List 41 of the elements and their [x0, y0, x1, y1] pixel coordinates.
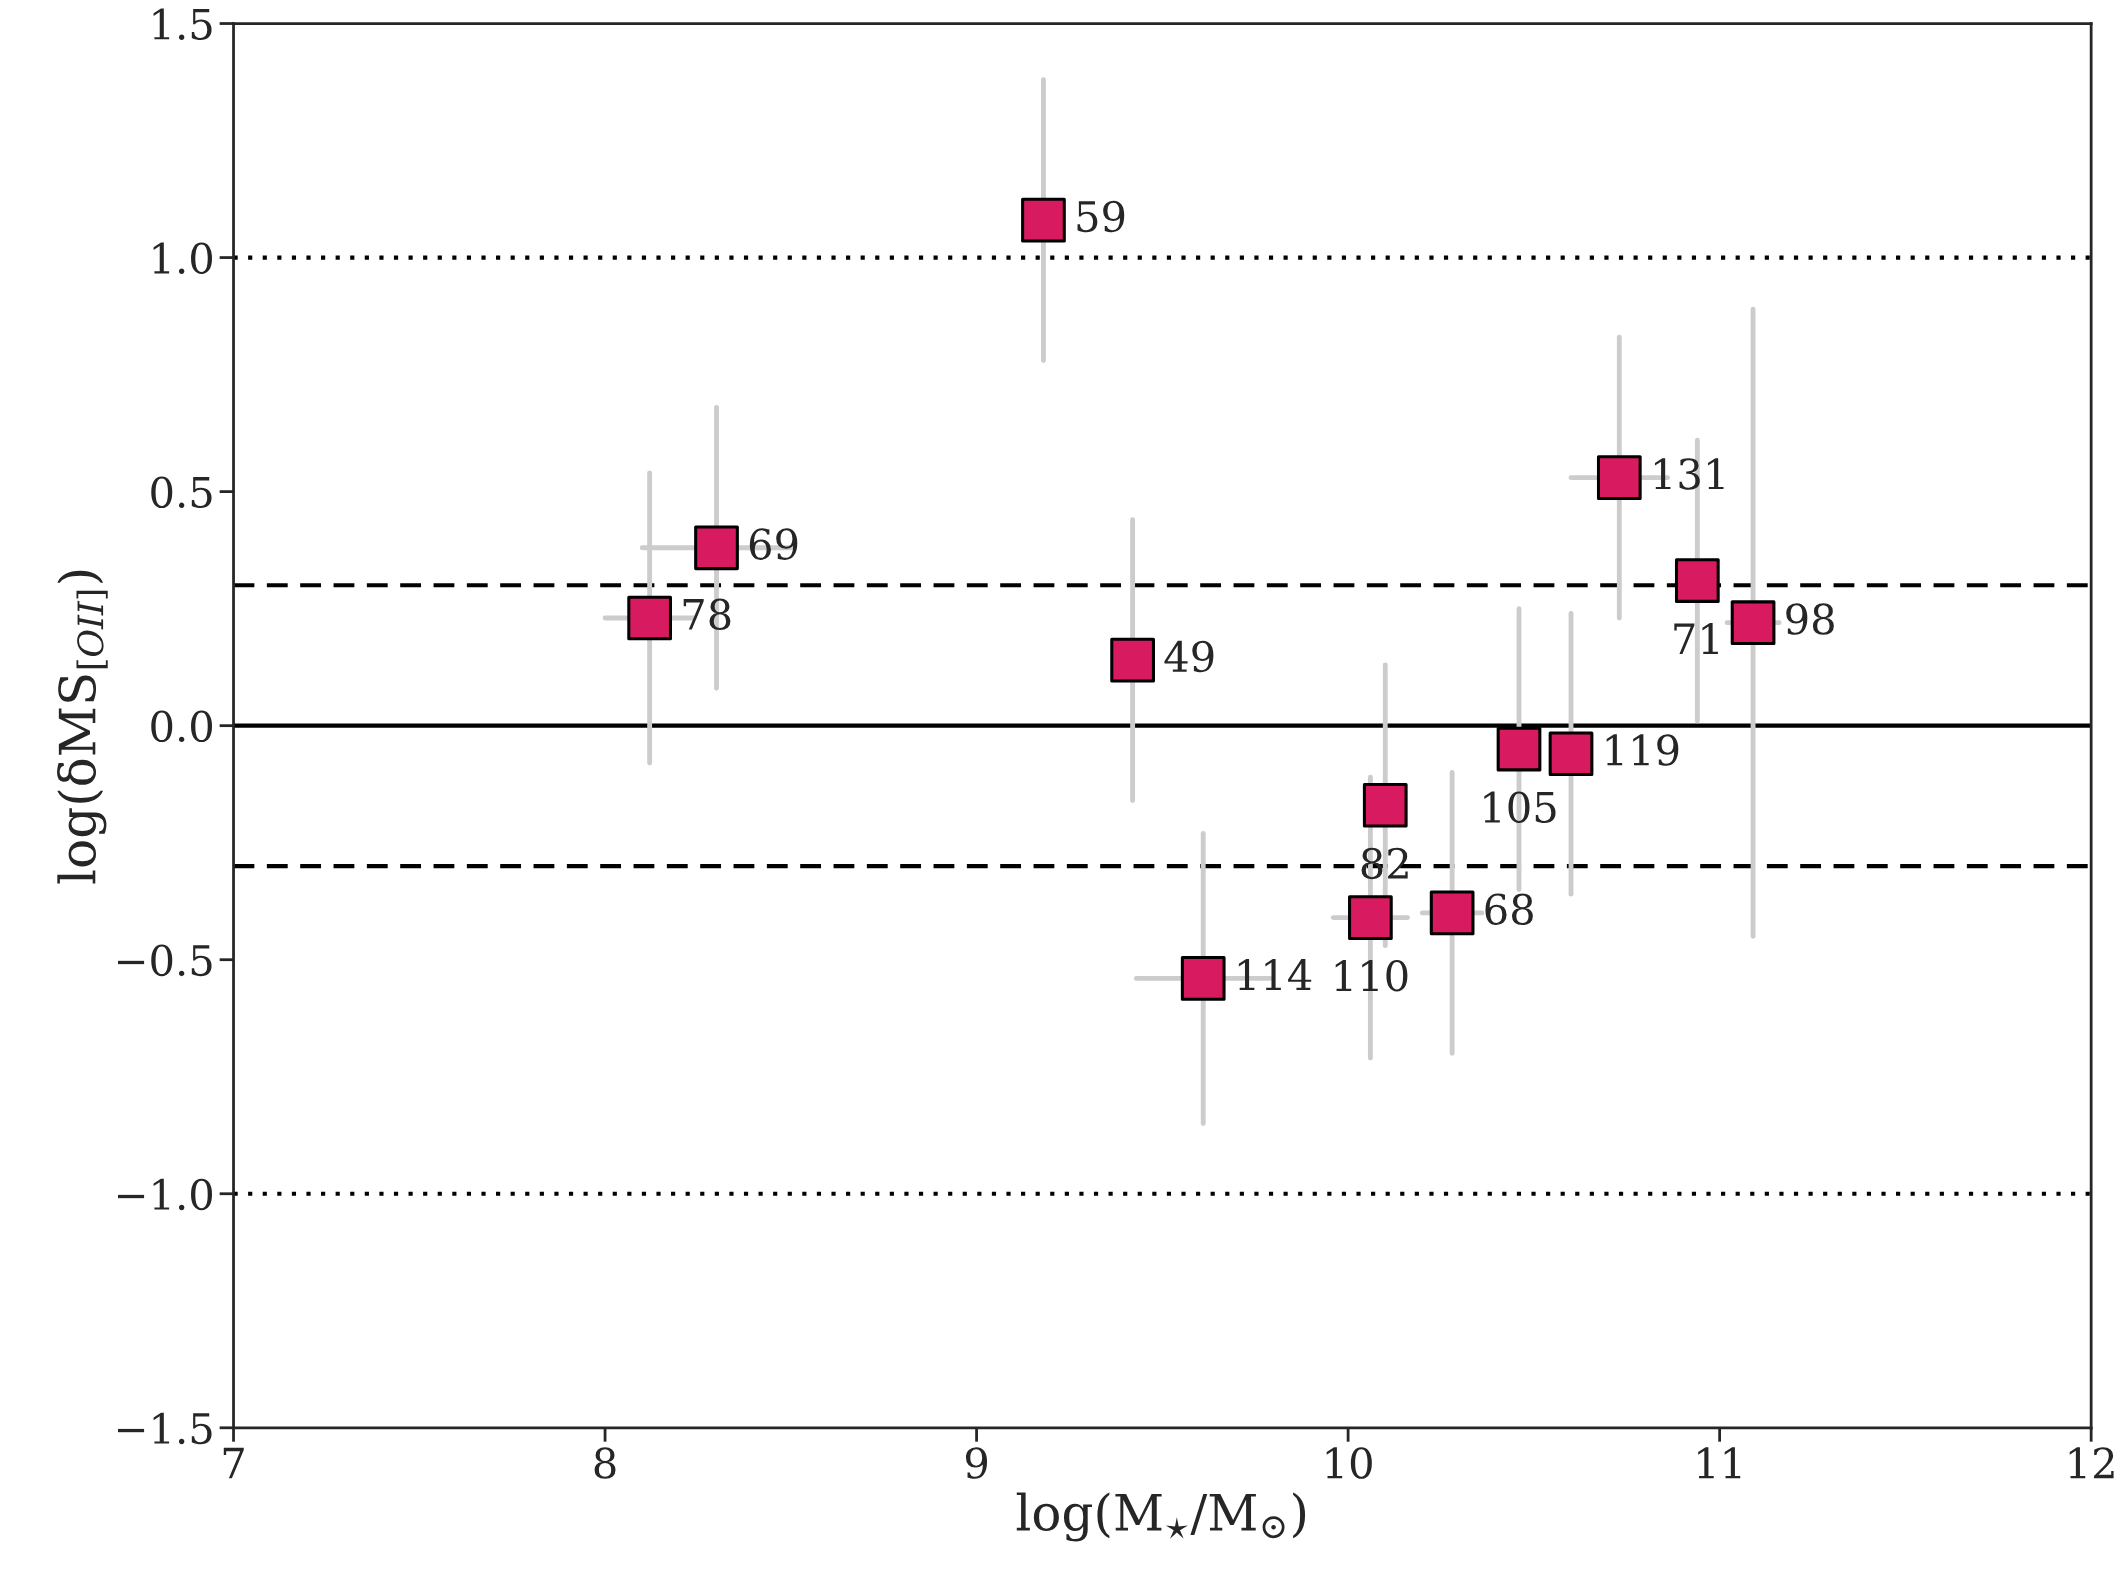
- annotation: 71: [1674, 622, 1718, 654]
- annotation: 105: [1484, 791, 1556, 823]
- y-axis-title: log(δMS$_{[OII]}$): [57, 570, 108, 884]
- annotation: 78: [683, 598, 731, 631]
- point: [1596, 455, 1642, 500]
- x-tick-label: 9: [965, 1447, 988, 1479]
- y-tick-label: −0.5: [118, 944, 212, 977]
- x-tick-label: 8: [594, 1447, 616, 1479]
- x-tick-label: 7: [223, 1447, 244, 1479]
- x-tick-label: 10: [1326, 1447, 1372, 1479]
- point: [1348, 895, 1393, 940]
- point: [1674, 558, 1720, 603]
- point: [1362, 782, 1408, 828]
- annotation: 68: [1485, 893, 1533, 925]
- point: [1180, 956, 1226, 1001]
- y-tick-label: 0.0: [151, 710, 213, 743]
- point: [1110, 637, 1155, 683]
- annotation: 82: [1361, 847, 1408, 880]
- y-tick-label: −1.5: [118, 1412, 212, 1445]
- annotation: 110: [1335, 959, 1408, 992]
- point: [627, 595, 672, 641]
- annotation: 98: [1786, 603, 1834, 635]
- point: [1548, 731, 1594, 777]
- y-tick-label: 1.5: [153, 8, 212, 40]
- x-tick-label: 11: [1698, 1447, 1741, 1479]
- point: [1496, 726, 1542, 772]
- y-tick-label: 1.0: [153, 242, 213, 274]
- x-tick-label: 12: [2069, 1447, 2114, 1479]
- annotation: 49: [1164, 640, 1214, 673]
- annotation: 114: [1238, 959, 1312, 990]
- point: [1021, 197, 1066, 243]
- annotation: 59: [1077, 200, 1125, 233]
- x-axis-title: log(M$_{⋆}$/M$_{⊙}$): [1016, 1492, 1306, 1542]
- y-tick-label: −1.0: [118, 1178, 213, 1211]
- point: [1429, 890, 1475, 936]
- point: [1730, 600, 1776, 646]
- point: [694, 525, 739, 571]
- annotation: 119: [1606, 734, 1679, 766]
- y-tick-label: 0.5: [151, 476, 212, 509]
- annotation: 69: [749, 528, 798, 560]
- annotation: 131: [1654, 458, 1724, 490]
